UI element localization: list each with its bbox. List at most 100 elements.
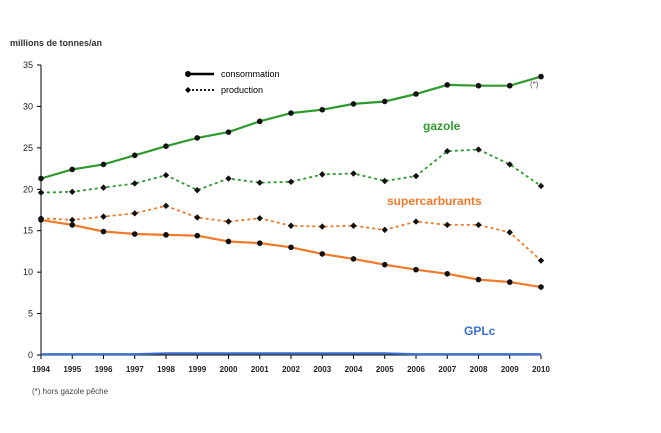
series-gazole-production <box>37 146 545 196</box>
data-point-supercarburants-production <box>287 222 295 229</box>
data-point-gazole-production <box>475 146 482 153</box>
y-tick-label: 5 <box>28 309 33 319</box>
data-point-supercarburants-production <box>100 213 107 220</box>
x-tick-label: 1995 <box>63 365 81 374</box>
star-marker: (*) <box>530 80 539 89</box>
data-point-supercarburants-consommation <box>319 251 326 257</box>
legend: consommation production <box>185 69 280 95</box>
data-point-gazole-production <box>350 170 357 177</box>
data-point-supercarburants-consommation <box>538 284 544 290</box>
y-tick-label: 25 <box>23 143 33 153</box>
data-point-supercarburants-production <box>131 210 138 217</box>
series-line-supercarburants-consommation <box>40 218 542 289</box>
y-tick-label: 15 <box>23 226 33 236</box>
data-point-supercarburants-consommation <box>381 261 388 268</box>
series-line-gplc-consommation <box>41 352 541 356</box>
data-point-supercarburants-consommation <box>163 232 169 238</box>
data-point-supercarburants-consommation <box>506 279 513 285</box>
legend-label-consommation: consommation <box>221 69 280 79</box>
data-point-gazole-production <box>444 147 451 155</box>
series-supercarburants-consommation <box>38 217 544 290</box>
data-point-supercarburants-production <box>256 215 263 222</box>
data-point-gazole-consommation <box>444 82 451 88</box>
data-point-gazole-production <box>319 171 326 178</box>
data-point-gazole-production <box>381 177 388 185</box>
series-gazole-consommation <box>38 73 544 182</box>
data-point-gazole-consommation <box>225 129 232 135</box>
data-point-gazole-production <box>256 179 263 186</box>
data-point-gazole-consommation <box>288 110 294 116</box>
data-point-supercarburants-consommation <box>256 240 263 246</box>
y-tick-label: 30 <box>23 101 33 111</box>
x-tick-label: 2001 <box>251 365 269 374</box>
data-point-gazole-consommation <box>69 166 76 173</box>
data-point-supercarburants-consommation <box>100 228 107 235</box>
series-line-gazole-production <box>40 148 542 194</box>
data-point-supercarburants-consommation <box>288 244 294 251</box>
data-point-gazole-production <box>225 175 232 182</box>
data-point-supercarburants-consommation <box>413 266 419 273</box>
x-tick-label: 2006 <box>407 365 425 374</box>
data-point-supercarburants-production <box>37 215 45 222</box>
data-point-gazole-production <box>162 172 170 179</box>
data-point-supercarburants-production <box>537 257 545 264</box>
axes <box>40 65 541 356</box>
x-tick-label: 2007 <box>438 365 456 374</box>
data-point-gazole-consommation <box>538 73 544 80</box>
data-point-gazole-consommation <box>506 82 513 89</box>
data-point-gazole-production <box>412 172 420 180</box>
data-point-supercarburants-production <box>194 214 201 221</box>
data-point-supercarburants-production <box>69 216 76 224</box>
data-point-supercarburants-consommation <box>475 276 482 283</box>
gplc-label: GPLc <box>464 324 496 338</box>
x-tick-label: 2002 <box>282 365 300 374</box>
data-point-supercarburants-production <box>225 218 232 225</box>
data-point-gazole-consommation <box>475 82 482 89</box>
data-point-gazole-consommation <box>131 152 138 159</box>
y-tick-label: 20 <box>23 184 33 194</box>
y-axis-ticks: 0 5 10 15 20 25 30 35 <box>23 60 41 360</box>
x-tick-label: 2005 <box>376 365 394 374</box>
data-point-gazole-production <box>537 182 545 190</box>
data-point-supercarburants-production <box>444 221 451 229</box>
data-point-gazole-production <box>69 188 76 195</box>
data-point-supercarburants-consommation <box>350 256 357 262</box>
x-tick-label: 2003 <box>313 365 331 374</box>
data-point-supercarburants-production <box>162 202 170 210</box>
y-tick-label: 0 <box>28 350 33 360</box>
data-point-gazole-production <box>287 178 295 186</box>
y-tick-label: 10 <box>23 267 33 277</box>
x-tick-label: 1997 <box>126 365 144 374</box>
legend-label-production: production <box>221 85 263 95</box>
data-point-gazole-production <box>131 180 138 187</box>
data-point-supercarburants-production <box>412 218 420 225</box>
y-tick-label: 35 <box>23 60 33 70</box>
data-point-gazole-production <box>506 161 513 168</box>
data-point-gazole-production <box>37 189 45 196</box>
x-tick-label: 1994 <box>32 365 50 374</box>
x-tick-label: 2008 <box>470 365 488 374</box>
data-point-supercarburants-consommation <box>131 231 138 237</box>
x-tick-label: 1996 <box>95 365 113 374</box>
data-point-gazole-consommation <box>413 91 419 97</box>
data-point-supercarburants-consommation <box>194 232 201 239</box>
data-point-supercarburants-consommation <box>444 271 451 277</box>
data-point-supercarburants-production <box>319 223 326 230</box>
x-tick-label: 2010 <box>532 365 550 374</box>
data-point-gazole-consommation <box>194 135 201 141</box>
series-layer <box>37 73 545 356</box>
data-point-gazole-consommation <box>38 175 44 182</box>
x-tick-label: 2009 <box>501 365 519 374</box>
series-gplc-consommation <box>41 352 541 356</box>
data-point-gazole-consommation <box>319 106 326 113</box>
data-point-gazole-consommation <box>100 161 107 168</box>
data-point-gazole-consommation <box>256 118 263 125</box>
data-point-gazole-consommation <box>163 143 169 149</box>
gazole-label: gazole <box>423 119 461 133</box>
data-point-supercarburants-consommation <box>69 222 76 228</box>
series-line-gazole-consommation <box>40 75 542 180</box>
x-axis-ticks: 1994 1995 1996 1997 1998 1999 2000 2001 2002 2003… <box>32 355 550 374</box>
data-point-supercarburants-consommation <box>225 238 232 245</box>
legend-solid-marker <box>185 71 191 77</box>
